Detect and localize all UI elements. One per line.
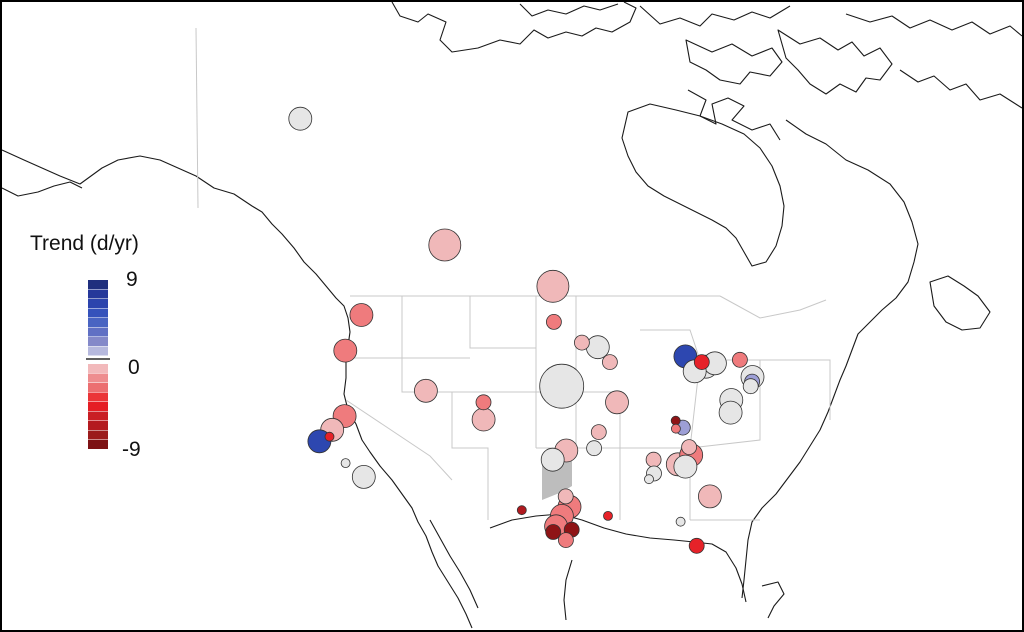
legend-swatch-blue [88, 327, 108, 337]
legend-swatch-blue [88, 299, 108, 308]
legend-swatch-red [88, 392, 108, 402]
legend-swatch-blue [88, 337, 108, 346]
site-marker [288, 106, 313, 131]
legend-zero-label: 0 [128, 356, 140, 379]
newfoundland [929, 275, 991, 331]
site-marker [585, 335, 610, 360]
legend-swatch-red [88, 421, 108, 430]
site-marker [698, 484, 722, 509]
legend-swatch-blue [88, 280, 108, 289]
site-marker [340, 458, 351, 469]
site-marker [645, 451, 662, 468]
site-marker [475, 394, 492, 411]
site-marker [681, 439, 697, 456]
labrador-coast [741, 119, 919, 599]
site-marker [675, 516, 686, 527]
gulf-mexico-coast [563, 559, 573, 621]
site-marker [732, 351, 748, 368]
legend-color-bar [86, 280, 110, 449]
site-marker [539, 363, 585, 409]
site-marker [586, 440, 602, 457]
legend-swatch-red [88, 411, 108, 421]
legend-swatch-red [88, 440, 108, 449]
arctic-islands [391, 1, 1023, 141]
site-marker [605, 390, 629, 415]
site-marker [644, 474, 654, 485]
site-marker [428, 228, 462, 262]
site-marker [536, 269, 570, 303]
site-marker [590, 424, 607, 441]
site-marker [540, 447, 565, 472]
hudson-bay-coast [621, 103, 785, 267]
site-marker [673, 454, 698, 479]
site-marker [333, 338, 358, 363]
site-marker [603, 511, 613, 521]
legend-swatch-red [88, 383, 108, 392]
legend-swatch-blue [88, 318, 108, 327]
cuba [761, 581, 785, 619]
site-marker [546, 313, 562, 330]
site-marker [718, 400, 743, 425]
legend-swatch-blue [88, 346, 108, 356]
alaska-peninsula [1, 181, 83, 197]
site-marker [557, 488, 574, 505]
site-marker [574, 334, 590, 351]
site-marker [471, 407, 496, 432]
site-marker [693, 354, 710, 371]
legend-swatch-blue [88, 308, 108, 318]
site-marker [671, 423, 681, 434]
site-marker [413, 378, 438, 403]
site-marker [545, 524, 562, 540]
site-marker [602, 354, 618, 371]
legend-swatch-red [88, 430, 108, 440]
pacific-coastline [1, 149, 473, 629]
baja-inner-coast [429, 519, 479, 609]
legend-swatch-red [88, 364, 108, 373]
site-marker [324, 431, 335, 442]
legend-swatch-blue [88, 289, 108, 299]
sites-layer [288, 106, 765, 554]
site-marker [688, 537, 705, 554]
site-marker [349, 303, 374, 327]
site-marker [558, 532, 574, 548]
legend-max-label: 9 [126, 268, 138, 291]
legend-min-label: -9 [122, 438, 141, 461]
legend-swatch-red [88, 373, 108, 383]
site-marker [742, 378, 759, 395]
legend-title: Trend (d/yr) [30, 232, 139, 255]
site-marker [516, 505, 527, 516]
gulf-coast [489, 513, 747, 603]
legend-swatch-red [88, 402, 108, 411]
site-marker [351, 464, 376, 489]
